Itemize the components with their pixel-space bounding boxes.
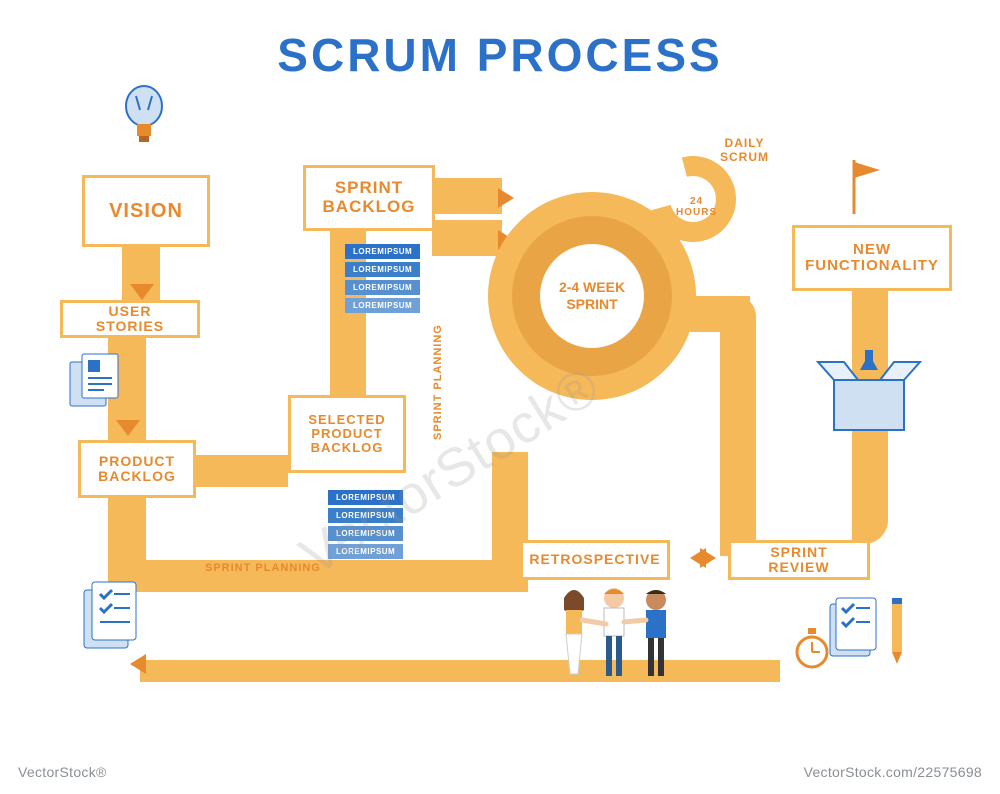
lorem-item: LOREMIPSUM: [345, 298, 420, 313]
arrow-icon: [700, 548, 716, 568]
scrum-diagram: SCRUM PROCESS 2-4 WEEK SPRINT VISION USE…: [0, 0, 1000, 794]
lorem-stack-2: LOREMIPSUM LOREMIPSUM LOREMIPSUM LOREMIP…: [328, 490, 403, 562]
node-label: VISION: [109, 200, 183, 222]
sprint-center-label: 2-4 WEEK SPRINT: [559, 279, 625, 313]
node-label: RETROSPECTIVE: [529, 552, 660, 567]
lorem-item: LOREMIPSUM: [345, 280, 420, 295]
lorem-item: LOREMIPSUM: [328, 526, 403, 541]
label-daily-scrum: DAILY SCRUM: [720, 136, 769, 164]
arrow-icon: [130, 284, 154, 300]
flow-path: [720, 296, 756, 556]
node-label: SPRINT REVIEW: [741, 545, 857, 576]
watermark-right: VectorStock.com/22575698: [804, 764, 982, 780]
node-product-backlog: PRODUCT BACKLOG: [78, 440, 196, 498]
lorem-item: LOREMIPSUM: [328, 508, 403, 523]
lightbulb-icon: [120, 84, 168, 154]
node-user-stories: USER STORIES: [60, 300, 200, 338]
lorem-item: LOREMIPSUM: [345, 244, 420, 259]
arrow-icon: [116, 420, 140, 436]
documents-icon: [64, 348, 136, 412]
node-label: USER STORIES: [73, 304, 187, 335]
lorem-stack-1: LOREMIPSUM LOREMIPSUM LOREMIPSUM LOREMIP…: [345, 244, 420, 316]
node-sprint-review: SPRINT REVIEW: [728, 540, 870, 580]
flow-path: [196, 455, 288, 487]
node-label: PRODUCT BACKLOG: [98, 454, 176, 485]
node-label: NEW FUNCTIONALITY: [805, 242, 939, 275]
arrow-icon: [498, 188, 514, 208]
node-retrospective: RETROSPECTIVE: [520, 540, 670, 580]
lorem-item: LOREMIPSUM: [328, 544, 403, 559]
lorem-item: LOREMIPSUM: [328, 490, 403, 505]
node-selected-backlog: SELECTED PRODUCT BACKLOG: [288, 395, 406, 473]
node-new-functionality: NEW FUNCTIONALITY: [792, 225, 952, 291]
flag-icon: [846, 156, 886, 216]
label-24-hours: 24 HOURS: [676, 196, 717, 218]
lorem-item: LOREMIPSUM: [345, 262, 420, 277]
node-label: SPRINT BACKLOG: [323, 179, 416, 216]
flow-path: [432, 178, 502, 214]
stopwatch-icon: [792, 626, 832, 670]
node-label: SELECTED PRODUCT BACKLOG: [308, 413, 385, 456]
sprint-spiral-center: 2-4 WEEK SPRINT: [540, 244, 644, 348]
people-icon: [548, 584, 688, 694]
watermark-left: VectorStock®: [18, 764, 107, 780]
node-vision: VISION: [82, 175, 210, 247]
page-title: SCRUM PROCESS: [0, 28, 1000, 82]
node-sprint-backlog: SPRINT BACKLOG: [303, 165, 435, 231]
checklist-icon: [74, 578, 146, 658]
pencil-icon: [890, 598, 904, 668]
box-icon: [814, 350, 924, 440]
flow-path: [432, 220, 502, 256]
label-sprint-planning-horizontal: SPRINT PLANNING: [205, 562, 321, 574]
label-sprint-planning-vertical: SPRINT PLANNING: [432, 324, 444, 440]
flow-path: [690, 296, 750, 332]
